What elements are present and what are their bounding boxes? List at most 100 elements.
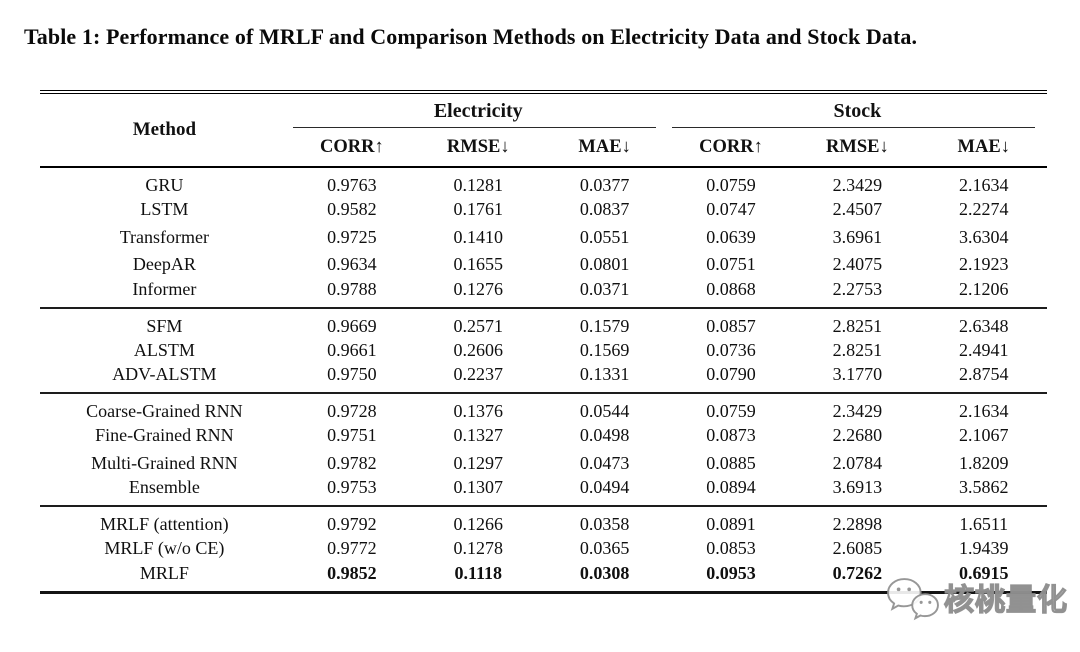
value-cell: 2.8754 xyxy=(959,364,1009,384)
value-cell: 0.0736 xyxy=(706,339,756,360)
value-cell: 2.1923 xyxy=(959,254,1009,275)
value-cell: 0.0868 xyxy=(706,278,756,299)
value-cell: 0.0371 xyxy=(579,278,630,299)
value-cell: 0.0759 xyxy=(667,166,795,196)
group-header-row: Method Electricity Stock xyxy=(40,92,1047,168)
value-cell: 2.6085 xyxy=(832,538,883,559)
value-cell: 0.9763 xyxy=(288,166,416,196)
value-cell: 0.1761 xyxy=(453,199,504,220)
value-cell: 0.0544 xyxy=(541,392,668,422)
value-cell: 0.9669 xyxy=(288,306,416,337)
method-cell: DeepAR xyxy=(132,254,196,275)
method-cell: Coarse-Grained RNN xyxy=(40,392,289,422)
method-cell: GRU xyxy=(40,166,289,196)
value-cell: 2.1206 xyxy=(959,278,1009,299)
table-row: Informer 0.9788 0.1276 0.0371 0.0868 2.2753 2.… xyxy=(40,279,1047,308)
value-cell: 2.4941 xyxy=(959,339,1009,360)
value-cell: 0.0953 xyxy=(706,562,756,583)
value-cell: 0.9728 xyxy=(288,392,416,422)
value-cell: 2.1634 xyxy=(920,392,1047,422)
value-cell: 2.2898 xyxy=(794,505,921,535)
value-cell: 0.2606 xyxy=(453,339,504,360)
value-cell: 1.8209 xyxy=(959,452,1009,473)
value-cell: 0.1278 xyxy=(453,538,504,559)
value-cell: 2.4075 xyxy=(832,254,883,275)
value-cell: 0.0885 xyxy=(706,452,756,473)
value-cell: 0.1281 xyxy=(415,166,542,196)
value-cell: 0.9788 xyxy=(327,278,377,299)
electricity-rmse-header: RMSE↓ xyxy=(415,128,542,168)
results-table-container: Method Electricity Stock CORR↑ RMSE↓ MAE… xyxy=(40,90,1047,594)
value-cell: 2.0784 xyxy=(832,452,883,473)
value-cell: 0.2237 xyxy=(453,364,504,384)
table-caption: Table 1: Performance of MRLF and Compari… xyxy=(24,24,918,49)
value-cell: 3.6961 xyxy=(832,226,883,247)
value-cell: 0.1307 xyxy=(453,477,504,497)
value-cell: 2.4507 xyxy=(832,199,883,220)
table-row: Fine-Grained RNN 0.9751 0.1327 0.0498 0.0873… xyxy=(40,422,1047,450)
stock-corr-header: CORR↑ xyxy=(667,128,795,168)
method-cell: Multi-Grained RNN xyxy=(91,452,238,473)
electricity-corr-header: CORR↑ xyxy=(288,128,416,168)
value-cell: 0.0894 xyxy=(706,477,756,497)
table-body: GRU 0.9763 0.1281 0.0377 0.0759 2.3429 2.1634 L… xyxy=(40,166,1047,593)
table-row: SFM 0.9669 0.2571 0.1579 0.0857 2.8251 2.6348 xyxy=(40,306,1047,337)
method-cell: Ensemble xyxy=(128,477,200,497)
value-cell: 2.2274 xyxy=(959,199,1009,220)
table-row: MRLF 0.9852 0.1118 0.0308 0.0953 0.7262 0.6915 xyxy=(40,563,1047,593)
value-cell: 0.1376 xyxy=(415,392,542,422)
table-row: ADV-ALSTM 0.9750 0.2237 0.1331 0.0790 3.1770 2… xyxy=(40,364,1047,393)
table-row: DeepAR 0.9634 0.1655 0.0801 0.0751 2.4075 2.19… xyxy=(40,251,1047,279)
table-row: Transformer 0.9725 0.1410 0.0551 0.0639 3.696… xyxy=(40,224,1047,252)
value-cell: 0.0494 xyxy=(579,477,630,497)
value-cell: 2.1634 xyxy=(920,166,1047,196)
value-cell: 1.6511 xyxy=(920,505,1047,535)
value-cell: 0.1297 xyxy=(453,452,504,473)
value-cell: 0.0308 xyxy=(579,562,630,583)
value-cell: 0.9772 xyxy=(327,538,377,559)
method-cell: LSTM xyxy=(140,199,189,220)
table-row: Multi-Grained RNN 0.9782 0.1297 0.0473 0.088… xyxy=(40,450,1047,478)
value-cell: 0.0759 xyxy=(667,392,795,422)
value-cell: 0.0639 xyxy=(706,226,756,247)
value-cell: 0.0377 xyxy=(541,166,668,196)
table-row: Ensemble 0.9753 0.1307 0.0494 0.0894 3.6913 3.… xyxy=(40,477,1047,506)
value-cell: 0.9725 xyxy=(327,226,377,247)
results-table: Method Electricity Stock CORR↑ RMSE↓ MAE… xyxy=(40,90,1047,594)
value-cell: 0.9782 xyxy=(327,452,377,473)
value-cell: 0.0790 xyxy=(706,364,756,384)
value-cell: 2.1067 xyxy=(959,425,1009,446)
value-cell: 0.0857 xyxy=(667,306,795,337)
value-cell: 2.3429 xyxy=(794,166,921,196)
value-cell: 0.0498 xyxy=(579,425,630,446)
value-cell: 0.9661 xyxy=(327,339,377,360)
value-cell: 0.0801 xyxy=(579,254,630,275)
value-cell: 0.0551 xyxy=(579,226,630,247)
table-row: ALSTM 0.9661 0.2606 0.1569 0.0736 2.8251 2.494… xyxy=(40,337,1047,365)
value-cell: 0.9582 xyxy=(327,199,377,220)
value-cell: 0.1118 xyxy=(454,562,503,583)
value-cell: 0.0747 xyxy=(706,199,756,220)
value-cell: 0.1569 xyxy=(579,339,630,360)
value-cell: 0.0358 xyxy=(541,505,668,535)
stock-rmse-header: RMSE↓ xyxy=(794,128,921,168)
value-cell: 2.2753 xyxy=(832,278,883,299)
method-cell: MRLF xyxy=(139,562,189,583)
method-cell: ADV-ALSTM xyxy=(112,364,217,384)
value-cell: 0.0473 xyxy=(579,452,630,473)
table-row: MRLF (attention) 0.9792 0.1266 0.0358 0.0891… xyxy=(40,505,1047,535)
value-cell: 0.7262 xyxy=(832,562,883,583)
value-cell: 1.9439 xyxy=(959,538,1009,559)
method-cell: Informer xyxy=(132,278,197,299)
value-cell: 0.9792 xyxy=(288,505,416,535)
value-cell: 0.0365 xyxy=(579,538,630,559)
stock-group-header: Stock xyxy=(668,92,1047,128)
value-cell: 2.6348 xyxy=(920,306,1047,337)
value-cell: 0.9852 xyxy=(327,562,377,583)
value-cell: 2.8251 xyxy=(794,306,921,337)
method-cell: ALSTM xyxy=(133,339,195,360)
value-cell: 0.1331 xyxy=(579,364,630,384)
value-cell: 3.6913 xyxy=(832,477,883,497)
value-cell: 2.3429 xyxy=(794,392,921,422)
method-cell: MRLF (attention) xyxy=(40,505,289,535)
